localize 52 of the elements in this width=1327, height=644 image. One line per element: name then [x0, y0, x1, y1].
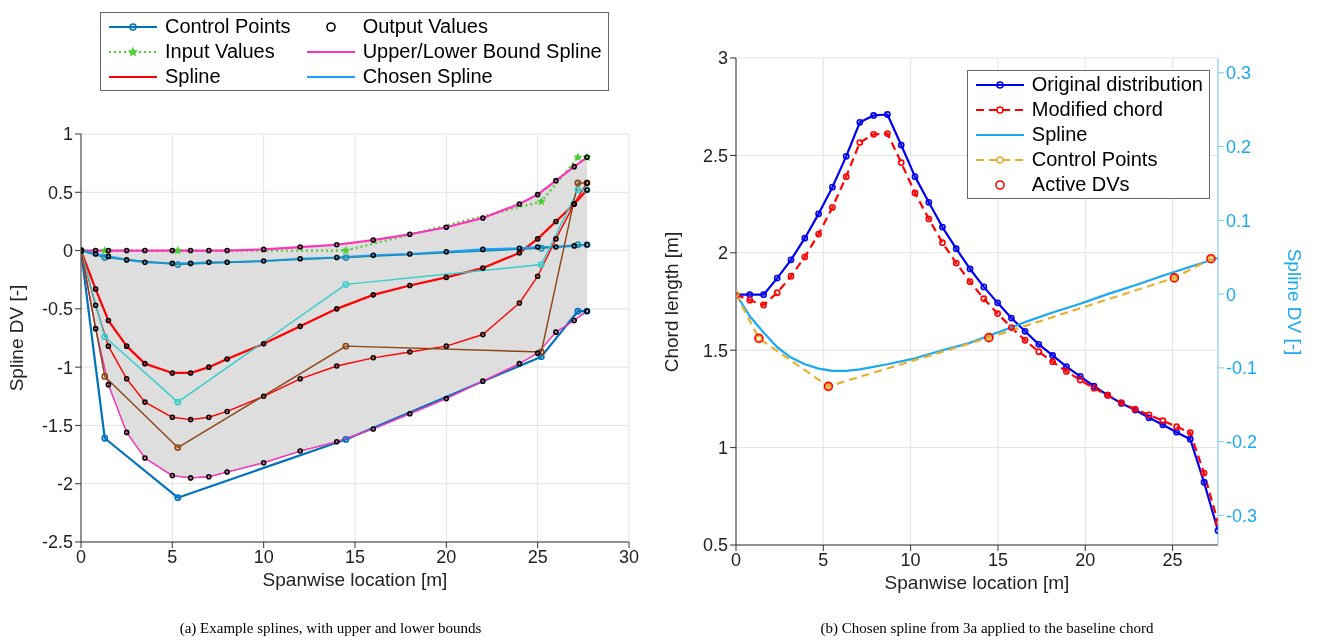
y-tick-label: 2.5 [702, 145, 728, 166]
y2-tick-label: 0.2 [1226, 136, 1252, 157]
y-tick-label: 0 [62, 240, 73, 261]
x-tick-label: 10 [253, 546, 274, 567]
legend-label: Active DVs [1031, 173, 1130, 196]
y-tick-label: 2 [717, 243, 728, 264]
y-axis-title: Chord length [m] [660, 230, 683, 374]
x-tick-label: 5 [167, 546, 178, 567]
y-tick-label: 1 [717, 437, 728, 458]
y-tick-label: 3 [717, 48, 728, 69]
x-tick-label: 20 [436, 546, 457, 567]
y-axis-title: Spline DV [-] [5, 283, 28, 394]
y-tick-label: 1.5 [702, 340, 728, 361]
x-tick-label: 10 [900, 549, 921, 570]
x-tick-label: 5 [818, 549, 829, 570]
y-tick-label: -2.5 [41, 532, 73, 553]
legend-label: Control Points [1031, 148, 1158, 171]
y-tick-label: 0.5 [702, 535, 728, 556]
legend-label: Upper/Lower Bound Spline [362, 40, 602, 63]
x-tick-label: 15 [344, 546, 366, 567]
y2-tick-label: 0 [1226, 284, 1237, 305]
y2-tick-label: -0.1 [1226, 358, 1258, 379]
x-tick-label: 30 [618, 546, 640, 567]
y2-axis-title: Spline DV [-] [1283, 247, 1306, 357]
legend-label: Chosen Spline [362, 65, 493, 88]
y2-tick-label: 0.1 [1226, 210, 1252, 231]
y-tick-label: -1 [56, 357, 73, 378]
legend-label: Spline [1031, 123, 1088, 146]
y-tick-label: -2 [56, 474, 73, 495]
x-tick-label: 20 [1075, 549, 1096, 570]
y-tick-label: -0.5 [41, 299, 73, 320]
legend-label: Input Values [165, 40, 275, 63]
x-tick-label: 0 [730, 549, 742, 570]
text: (a) Example splines, with upper and lower bounds [178, 620, 483, 637]
x-tick-label: 25 [1162, 549, 1183, 570]
y-tick-label: 1 [62, 124, 73, 145]
legend-label: Modified chord [1031, 98, 1163, 121]
text: (b) Chosen spline from 3a applied to the baseline chord [819, 620, 1155, 637]
x-tick-label: 15 [987, 549, 1008, 570]
legend-label: Control Points [165, 15, 291, 38]
legend-label: Original distribution [1031, 73, 1203, 96]
y-tick-label: 0.5 [47, 182, 73, 203]
x-axis-title: Spanwise location [m] [883, 571, 1071, 595]
legend-label: Spline [165, 65, 221, 88]
legend-label: Output Values [362, 15, 488, 38]
y2-tick-label: 0.3 [1226, 63, 1252, 84]
x-axis-title: Spanwise location [m] [261, 568, 449, 592]
y2-tick-label: -0.3 [1226, 505, 1258, 526]
x-tick-label: 0 [75, 546, 87, 567]
x-tick-label: 25 [527, 546, 548, 567]
y-tick-label: -1.5 [41, 415, 73, 436]
y2-tick-label: -0.2 [1226, 432, 1258, 453]
